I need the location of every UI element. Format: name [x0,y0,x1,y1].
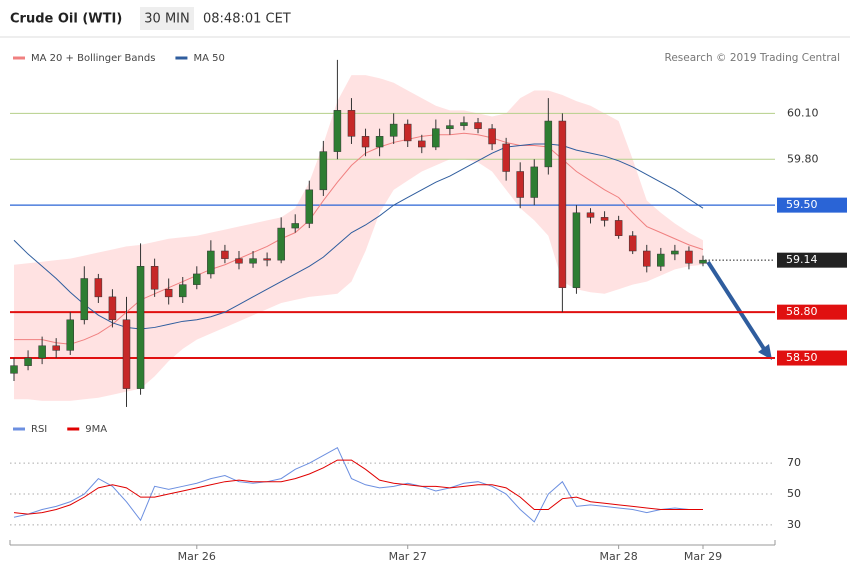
title: Crude Oil (WTI) [10,12,122,27]
level-label: 58.80 [786,305,818,318]
candle-body [488,128,496,145]
credit: Research © 2019 Trading Central [665,52,841,64]
candle-body [446,125,454,129]
candle-body [94,278,103,298]
candle-body [361,136,370,148]
candle-body [530,166,539,198]
legend-label: RSI [31,424,47,435]
candle-body [544,120,553,168]
candle-body [207,250,215,275]
bollinger-band [14,75,703,401]
arrow-head [758,344,772,360]
candle-body [643,250,651,267]
candle-body [136,266,145,389]
candle-body [235,258,243,264]
candle-body [38,345,46,359]
candle-body [600,217,609,221]
candle-body [460,122,468,126]
candle-body [66,319,74,351]
candle-body [291,223,299,229]
candle-body [108,296,117,321]
candle-body [628,235,637,252]
candle-body [516,171,524,198]
x-tick-label: Mar 26 [178,550,216,563]
candle-body [178,284,187,298]
candle-body [432,128,440,148]
candle-body [558,120,567,288]
x-tick-label: Mar 27 [389,550,427,563]
y-tick-label: 30 [787,518,801,531]
candle-body [150,266,159,290]
level-label: 58.50 [786,351,818,364]
candle-body [375,136,384,148]
candle-body [333,110,342,152]
ma-line [14,132,704,345]
candle-body [572,212,581,288]
candle-body [193,273,201,285]
candle-body [249,258,257,264]
y-tick-label: 60.10 [787,106,819,119]
candle-body [24,357,32,366]
forecast-arrow [706,260,768,354]
timeframe: 30 MIN [144,12,189,27]
candle-body [586,212,595,218]
candle-body [389,123,398,137]
y-tick-label: 59.80 [787,152,819,165]
candle-body [657,253,665,267]
time: 08:48:01 CET [203,12,291,27]
candle-body [418,140,426,148]
legend-label: 9MA [85,424,107,435]
candle-body [671,250,679,255]
candle-body [347,110,356,137]
x-tick-label: Mar 28 [600,550,638,563]
rsi-line [13,447,703,523]
timeframe-box [140,7,194,30]
candle-body [699,259,707,264]
candle-body [52,345,60,351]
candle-body [502,143,510,172]
y-tick-label: 70 [787,456,801,469]
candle-body [80,278,89,321]
legend-label: MA 50 [193,53,224,64]
candle-body [277,227,285,261]
candle-body [164,288,173,298]
candle-body [263,258,271,261]
candle-body [614,220,623,236]
candle-body [305,189,314,224]
level-label: 59.14 [786,253,818,266]
level-box [777,197,847,213]
level-box [777,304,847,320]
candle-body [685,250,693,264]
candle-body [403,123,412,142]
legend-label: MA 20 + Bollinger Bands [31,53,155,64]
level-box [777,350,847,366]
candle-body [10,365,18,374]
candle-body [221,250,229,259]
candle-body [122,319,131,389]
level-box [777,252,847,268]
level-label: 59.50 [786,198,818,211]
candle-body [319,151,328,191]
candle-body [474,122,482,129]
rsi-line [13,459,703,515]
y-tick-label: 50 [787,487,801,500]
x-tick-label: Mar 29 [684,550,722,563]
